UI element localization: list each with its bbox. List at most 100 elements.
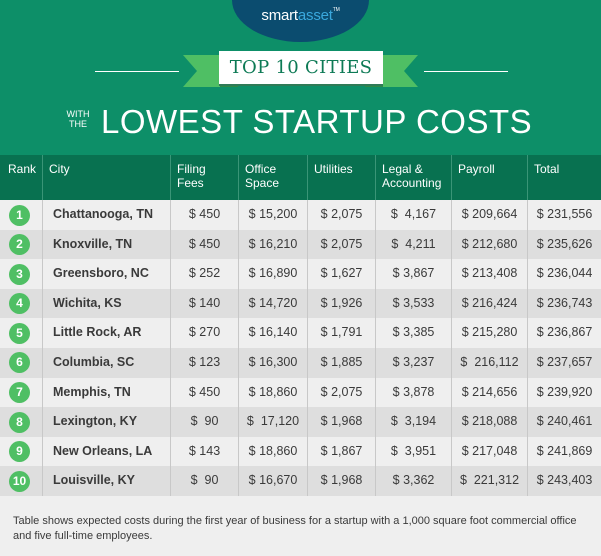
office-space-cell: $ 16,890 — [239, 259, 308, 289]
city-cell: Chattanooga, TN — [43, 200, 171, 230]
payroll-cell: $ 213,408 — [452, 259, 528, 289]
rank-cell: 1 — [0, 200, 43, 230]
utilities-cell: $ 1,867 — [308, 436, 376, 467]
rank-badge: 9 — [9, 441, 30, 463]
filing-fees-cell: $ 450 — [171, 200, 239, 230]
rank-badge: 7 — [9, 382, 30, 404]
table-body: 1 Chattanooga, TN $ 450 $ 15,200 $ 2,075 $ 4,… — [0, 200, 601, 496]
table-row: 3 Greensboro, NC $ 252 $ 16,890 $ 1,627 $ 3,8… — [0, 259, 601, 289]
office-space-cell: $ 18,860 — [239, 436, 308, 467]
utilities-cell: $ 1,791 — [308, 318, 376, 348]
table-row: 2 Knoxville, TN $ 450 $ 16,210 $ 2,075 $ 4,21… — [0, 229, 601, 260]
table-row: 4 Wichita, KS $ 140 $ 14,720 $ 1,926 $ 3,533 $… — [0, 288, 601, 319]
subtitle-prefix: WITH THE — [66, 109, 90, 129]
rank-cell: 2 — [0, 229, 43, 260]
filing-fees-cell: $ 270 — [171, 318, 239, 348]
table-footnote: Table shows expected costs during the fi… — [13, 515, 577, 542]
utilities-cell: $ 1,968 — [308, 466, 376, 496]
column-header-utilities: Utilities — [308, 155, 376, 200]
total-cell: $ 240,461 — [536, 414, 593, 429]
payroll-cell: $ 209,664 — [452, 200, 528, 230]
total-cell: $ 237,657 — [536, 354, 593, 369]
column-header-payroll: Payroll — [452, 155, 528, 200]
table-row: 5 Little Rock, AR $ 270 $ 16,140 $ 1,791 $ 3,… — [0, 318, 601, 348]
filing-fees-cell: $ 140 — [171, 288, 239, 319]
total-cell: $ 236,044 — [536, 266, 593, 281]
rank-badge: 8 — [9, 411, 30, 433]
filing-fees-cell: $ 90 — [171, 407, 239, 437]
hero-header: smartassetTM TOP 10 CITIES WITH THE LOWE… — [0, 0, 601, 155]
legal-accounting-cell: $ 3,951 — [376, 436, 452, 467]
table-row: 9 New Orleans, LA $ 143 $ 18,860 $ 1,867 $ 3,… — [0, 436, 601, 467]
legal-accounting-cell: $ 4,167 — [376, 200, 452, 230]
ribbon-fold-left — [220, 84, 238, 87]
office-space-cell: $ 16,210 — [239, 229, 308, 260]
utilities-cell: $ 1,926 — [308, 288, 376, 319]
smartasset-logo: smartassetTM — [232, 0, 369, 42]
filing-fees-cell: $ 450 — [171, 377, 239, 408]
payroll-cell: $ 217,048 — [452, 436, 528, 467]
column-header-office-space: Office Space — [239, 155, 308, 200]
total-cell: $ 236,867 — [536, 325, 593, 340]
utilities-cell: $ 1,627 — [308, 259, 376, 289]
utilities-cell: $ 2,075 — [308, 200, 376, 230]
payroll-cell: $ 216,424 — [452, 288, 528, 319]
table-row: 6 Columbia, SC $ 123 $ 16,300 $ 1,885 $ 3,237… — [0, 347, 601, 378]
payroll-cell: $ 215,280 — [452, 318, 528, 348]
rank-badge: 4 — [9, 293, 30, 315]
utilities-cell: $ 2,075 — [308, 229, 376, 260]
office-space-cell: $ 15,200 — [239, 200, 308, 230]
payroll-cell: $ 221,312 — [452, 466, 528, 496]
rank-badge: 1 — [9, 204, 30, 226]
city-cell: Lexington, KY — [43, 407, 171, 437]
rank-badge: 6 — [9, 352, 30, 374]
filing-fees-cell: $ 143 — [171, 436, 239, 467]
filing-fees-cell: $ 123 — [171, 347, 239, 378]
office-space-cell: $ 16,140 — [239, 318, 308, 348]
rank-cell: 3 — [0, 259, 43, 289]
total-cell: $ 243,403 — [536, 473, 593, 488]
table-header: Rank City Filing Fees Office Space Utiliti… — [0, 155, 601, 200]
legal-accounting-cell: $ 4,211 — [376, 229, 452, 260]
city-cell: Wichita, KS — [43, 288, 171, 319]
office-space-cell: $ 16,300 — [239, 347, 308, 378]
city-cell: Little Rock, AR — [43, 318, 171, 348]
column-header-legal-accounting: Legal & Accounting — [376, 155, 452, 200]
total-cell: $ 241,869 — [536, 443, 593, 458]
filing-fees-cell: $ 252 — [171, 259, 239, 289]
office-space-cell: $ 18,860 — [239, 377, 308, 408]
payroll-cell: $ 216,112 — [452, 347, 528, 378]
rank-badge: 3 — [9, 263, 30, 285]
rank-badge: 5 — [9, 322, 30, 344]
rank-cell: 10 — [0, 466, 43, 496]
legal-accounting-cell: $ 3,194 — [376, 407, 452, 437]
city-cell: Columbia, SC — [43, 347, 171, 378]
legal-accounting-cell: $ 3,237 — [376, 347, 452, 378]
legal-accounting-cell: $ 3,362 — [376, 466, 452, 496]
rank-cell: 5 — [0, 318, 43, 348]
utilities-cell: $ 1,885 — [308, 347, 376, 378]
subtitle-main: LOWEST STARTUP COSTS — [101, 103, 533, 140]
payroll-cell: $ 212,680 — [452, 229, 528, 260]
divider-line-right — [424, 71, 508, 72]
payroll-cell: $ 214,656 — [452, 377, 528, 408]
office-space-cell: $ 16,670 — [239, 466, 308, 496]
legal-accounting-cell: $ 3,878 — [376, 377, 452, 408]
legal-accounting-cell: $ 3,533 — [376, 288, 452, 319]
rank-cell: 8 — [0, 407, 43, 437]
table-row: 7 Memphis, TN $ 450 $ 18,860 $ 2,075 $ 3,878 $… — [0, 377, 601, 408]
rank-cell: 7 — [0, 377, 43, 408]
utilities-cell: $ 2,075 — [308, 377, 376, 408]
total-cell: $ 231,556 — [536, 207, 593, 221]
rank-cell: 9 — [0, 436, 43, 467]
total-cell: $ 235,626 — [536, 236, 593, 251]
column-header-rank: Rank — [0, 155, 43, 200]
rank-badge: 10 — [9, 470, 30, 492]
filing-fees-cell: $ 450 — [171, 229, 239, 260]
payroll-cell: $ 218,088 — [452, 407, 528, 437]
table-row: 10 Louisville, KY $ 90 $ 16,670 $ 1,968 $ 3,3… — [0, 466, 601, 496]
total-cell: $ 239,920 — [536, 384, 593, 399]
column-header-filing-fees: Filing Fees — [171, 155, 239, 200]
column-header-city: City — [43, 155, 171, 200]
total-cell: $ 236,743 — [536, 295, 593, 310]
